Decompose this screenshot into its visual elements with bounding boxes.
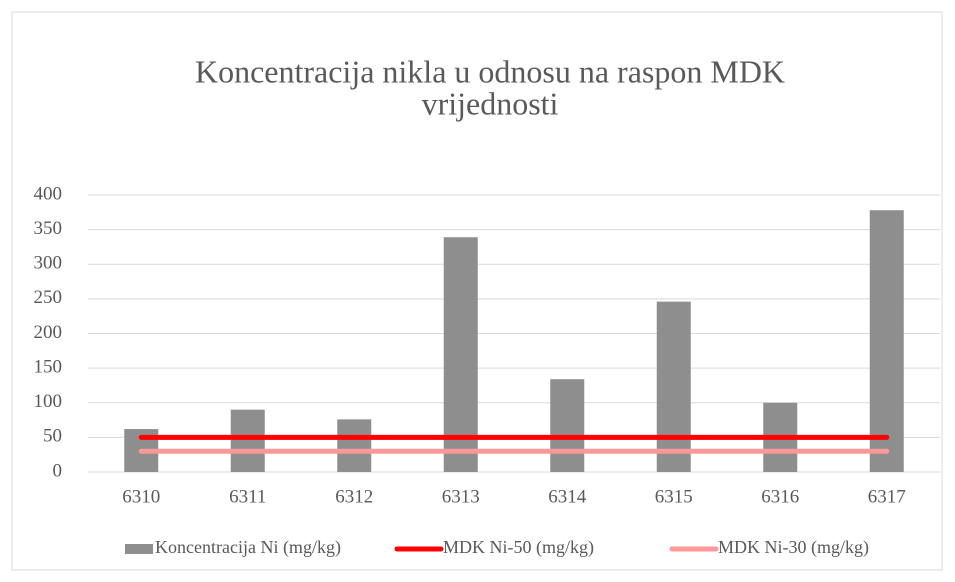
bar — [230, 409, 265, 472]
bar — [337, 419, 372, 472]
x-tick-label: 6312 — [335, 486, 373, 507]
x-tick-label: 6310 — [122, 486, 160, 507]
y-tick-label: 300 — [34, 253, 63, 274]
legend-swatch — [125, 544, 153, 554]
y-tick-label: 50 — [43, 426, 62, 447]
y-tick-label: 0 — [53, 460, 63, 481]
y-tick-label: 250 — [34, 287, 63, 308]
chart-title: vrijednosti — [422, 85, 559, 121]
x-tick-label: 6311 — [229, 486, 266, 507]
x-tick-label: 6317 — [868, 486, 906, 507]
bar — [656, 301, 691, 472]
x-tick-label: 6315 — [655, 486, 693, 507]
legend-label: MDK Ni-50 (mg/kg) — [443, 537, 594, 558]
legend-label: Koncentracija Ni (mg/kg) — [155, 537, 341, 558]
bar — [443, 237, 478, 472]
x-tick-label: 6313 — [442, 486, 480, 507]
y-tick-label: 350 — [34, 218, 63, 239]
y-tick-label: 200 — [34, 322, 63, 343]
x-tick-label: 6316 — [761, 486, 799, 507]
bar — [550, 379, 585, 472]
x-tick-label: 6314 — [548, 486, 587, 507]
y-tick-label: 150 — [34, 356, 63, 377]
chart-title: Koncentracija nikla u odnosu na raspon M… — [195, 53, 785, 89]
y-tick-label: 100 — [34, 391, 63, 412]
y-tick-label: 400 — [34, 183, 63, 204]
legend-label: MDK Ni-30 (mg/kg) — [718, 537, 869, 558]
bar — [869, 210, 904, 473]
